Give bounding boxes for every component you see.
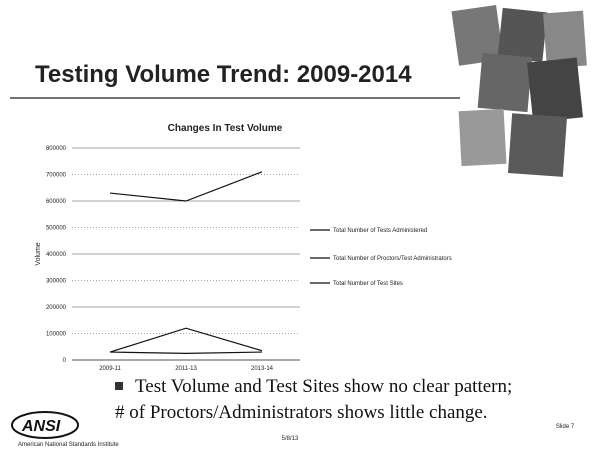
legend-label: Total Number of Tests Administered	[333, 228, 427, 234]
y-tick-label: 600000	[46, 199, 67, 205]
y-tick-label: 300000	[46, 279, 67, 285]
bullet-marker	[115, 382, 123, 390]
slide-number: Slide 7	[556, 424, 575, 430]
bullet-text: Test Volume and Test Sites show no clear…	[135, 376, 512, 397]
slide-date: 5/8/13	[282, 436, 299, 442]
logo-subtitle: American National Standards Institute	[18, 442, 119, 448]
slide-title: Testing Volume Trend: 2009-2014	[35, 61, 412, 88]
y-tick-label: 200000	[46, 305, 67, 311]
y-tick-label: 700000	[46, 173, 67, 179]
slide: Testing Volume Trend: 2009-2014 Changes …	[0, 0, 593, 453]
y-tick-label: 500000	[46, 226, 67, 232]
legend-label: Total Number of Test Sites	[333, 281, 403, 287]
chart-title: Changes In Test Volume	[168, 123, 283, 134]
logo: ANSI	[21, 418, 61, 435]
x-tick-label: 2009-11	[99, 366, 121, 372]
y-tick-label: 400000	[46, 252, 67, 258]
legend-label: Total Number of Proctors/Test Administra…	[333, 256, 452, 262]
bullet-text: # of Proctors/Administrators shows littl…	[115, 402, 488, 423]
x-tick-label: 2013-14	[251, 366, 274, 372]
y-tick-label: 100000	[46, 332, 67, 338]
y-tick-label: 800000	[46, 146, 67, 152]
x-tick-label: 2011-13	[175, 366, 197, 372]
y-axis-label: Volume	[35, 242, 42, 265]
